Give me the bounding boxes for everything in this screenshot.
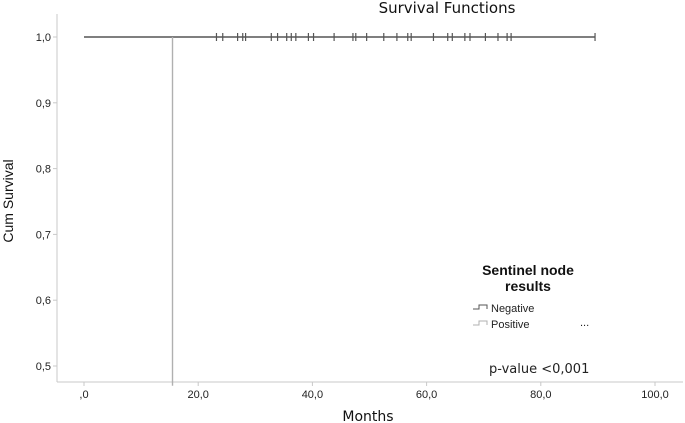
legend-title-line2: results [505,278,551,294]
x-axis-title: Months [342,409,393,423]
plot-area [56,14,683,383]
x-tick-label: 20,0 [187,389,208,401]
legend-title-line1: Sentinel node [482,262,574,278]
x-tick-label: 80,0 [530,389,551,401]
legend: Sentinel node results Negative Positive … [473,262,589,331]
p-value-annotation: p-value <0,001 [489,362,589,377]
x-tick-label: ,0 [79,389,88,401]
legend-symbol-positive [473,320,488,326]
x-tick-label: 60,0 [416,389,437,401]
y-tick-label: 0,8 [36,164,51,176]
chart-title: Survival Functions [379,0,516,17]
y-tick-label: 0,9 [36,98,51,110]
y-axis-title: Cum Survival [0,159,16,242]
y-tick-label: 1,0 [36,32,51,44]
x-tick-label: 40,0 [302,389,323,401]
series-layer [84,33,596,386]
legend-dots: ... [580,317,589,329]
y-tick-label: 0,7 [36,229,51,241]
x-axis-ticks: ,0 20,0 40,0 60,0 80,0 100,0 [79,382,669,401]
x-tick-label: 100,0 [641,389,669,401]
legend-label-negative: Negative [491,303,534,315]
legend-label-positive: Positive [491,319,530,331]
y-axis-ticks: 0,5 0,6 0,7 0,8 0,9 1,0 [36,32,57,373]
y-tick-label: 0,6 [36,295,51,307]
y-tick-label: 0,5 [36,361,51,373]
legend-symbol-negative [473,304,488,310]
